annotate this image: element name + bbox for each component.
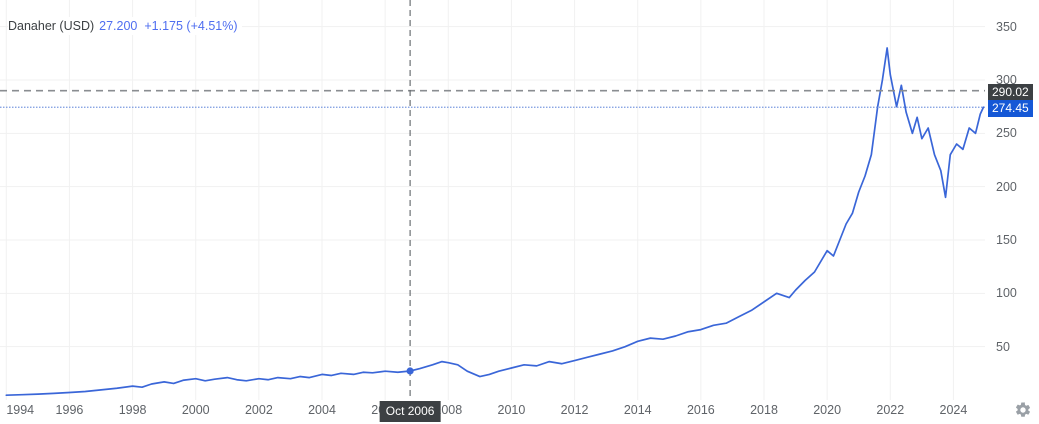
- x-axis-tick: 2014: [623, 403, 652, 417]
- gear-icon: [1016, 402, 1030, 417]
- selected-point-marker[interactable]: [406, 367, 414, 375]
- x-axis-tick: 1994: [6, 403, 35, 417]
- marker-price-badge: 290.02: [988, 83, 1033, 101]
- y-axis-tick: 300: [996, 73, 1017, 87]
- x-axis: 1994199619982000200220042006200820102012…: [0, 400, 985, 422]
- x-axis-tick: 2000: [181, 403, 210, 417]
- x-axis-tick: 2024: [939, 403, 968, 417]
- x-axis-tick: 2020: [813, 403, 842, 417]
- x-axis-tick: 2008: [434, 403, 463, 417]
- x-axis-tick: 1998: [118, 403, 147, 417]
- x-axis-tick: 1996: [55, 403, 84, 417]
- price-change: +1.175 (+4.51%): [144, 19, 238, 33]
- current-price: 27.200: [99, 19, 138, 33]
- plot-area[interactable]: [0, 0, 985, 400]
- x-axis-tick: 2012: [560, 403, 589, 417]
- x-axis-tick: 2022: [876, 403, 905, 417]
- quote-header: Danaher (USD) 27.200 +1.175 (+4.51%): [8, 17, 242, 35]
- x-axis-tick: 2002: [244, 403, 273, 417]
- horizontal-gridlines: [0, 26, 985, 348]
- crosshair-date-badge: Oct 2006: [379, 401, 441, 422]
- x-axis-tick: 2016: [686, 403, 715, 417]
- y-axis-tick: 150: [996, 233, 1017, 247]
- settings-gear-button[interactable]: [1014, 401, 1032, 419]
- y-axis-tick: 350: [996, 19, 1017, 34]
- vertical-gridlines: [5, 0, 954, 400]
- price-line: [5, 47, 985, 397]
- y-axis-tick: 100: [996, 286, 1017, 301]
- x-axis-tick: 2010: [497, 403, 526, 417]
- last-price-badge: 274.45: [988, 100, 1033, 118]
- x-axis-tick: 2018: [750, 403, 778, 417]
- x-axis-tick: 2004: [308, 403, 336, 417]
- y-axis-tick: 250: [996, 126, 1017, 141]
- y-axis-tick: 200: [996, 179, 1017, 194]
- y-axis: 50 100 150 200 250 300 350: [988, 0, 1039, 400]
- ticker-name: Danaher (USD): [8, 19, 95, 33]
- y-axis-tick: 50: [996, 339, 1010, 354]
- chart-svg: [0, 0, 985, 400]
